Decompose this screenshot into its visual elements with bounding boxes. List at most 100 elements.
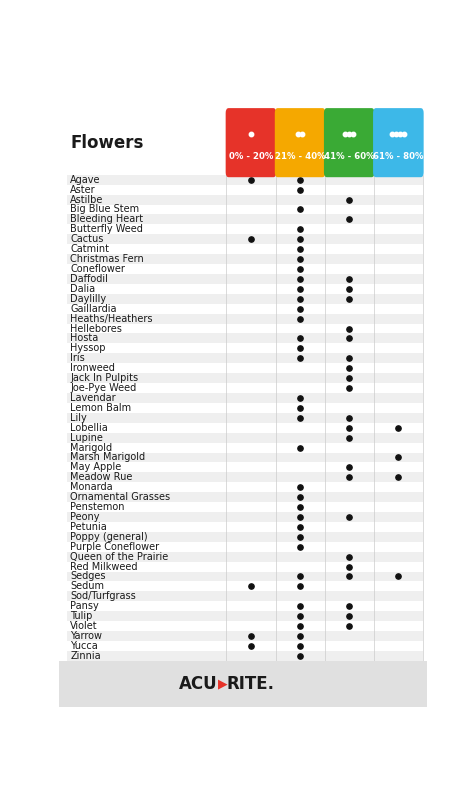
Text: Yucca: Yucca <box>70 641 98 651</box>
Text: Dalia: Dalia <box>70 283 95 294</box>
Bar <box>66 185 423 195</box>
Text: May Apple: May Apple <box>70 462 121 472</box>
Bar <box>66 422 423 433</box>
Bar <box>66 413 423 422</box>
Bar <box>66 373 423 383</box>
Bar <box>66 631 423 641</box>
Bar <box>66 294 423 304</box>
Bar <box>66 502 423 512</box>
Bar <box>66 274 423 284</box>
Text: Peony: Peony <box>70 512 100 522</box>
Bar <box>66 492 423 502</box>
Bar <box>66 472 423 482</box>
Bar <box>66 522 423 532</box>
Bar <box>66 205 423 214</box>
Bar <box>66 601 423 611</box>
Text: Ornamental Grasses: Ornamental Grasses <box>70 492 170 502</box>
Bar <box>66 314 423 323</box>
Bar <box>66 651 423 661</box>
Text: Marigold: Marigold <box>70 442 112 453</box>
Bar <box>66 214 423 225</box>
Bar <box>66 234 423 245</box>
Text: Aster: Aster <box>70 185 96 195</box>
Text: Ironweed: Ironweed <box>70 363 115 373</box>
FancyBboxPatch shape <box>324 108 374 177</box>
Text: Sod/Turfgrass: Sod/Turfgrass <box>70 592 136 601</box>
Text: Lobellia: Lobellia <box>70 422 108 433</box>
Bar <box>66 442 423 453</box>
Text: Tulip: Tulip <box>70 611 92 621</box>
Text: Pansy: Pansy <box>70 601 99 611</box>
Bar <box>66 195 423 205</box>
Bar <box>66 245 423 254</box>
Bar <box>66 433 423 442</box>
Text: Purple Coneflower: Purple Coneflower <box>70 542 159 552</box>
Bar <box>66 512 423 522</box>
Bar <box>66 641 423 651</box>
Text: Yarrow: Yarrow <box>70 631 102 641</box>
FancyBboxPatch shape <box>373 108 424 177</box>
Text: Sedum: Sedum <box>70 581 104 592</box>
Text: Lavendar: Lavendar <box>70 393 116 403</box>
Bar <box>66 323 423 333</box>
Bar <box>66 383 423 393</box>
Text: 21% - 40%: 21% - 40% <box>275 152 326 161</box>
Bar <box>66 343 423 353</box>
Text: Daylilly: Daylilly <box>70 294 106 304</box>
Bar <box>59 661 427 707</box>
Text: Red Milkweed: Red Milkweed <box>70 561 138 572</box>
Bar <box>66 304 423 314</box>
Text: Bleeding Heart: Bleeding Heart <box>70 214 144 225</box>
Text: Christmas Fern: Christmas Fern <box>70 254 144 264</box>
Bar <box>66 333 423 343</box>
Bar <box>66 225 423 234</box>
Text: Lupine: Lupine <box>70 433 103 442</box>
Text: ACU: ACU <box>179 675 217 693</box>
Text: Joe-Pye Weed: Joe-Pye Weed <box>70 383 137 393</box>
Text: Daffodil: Daffodil <box>70 274 108 284</box>
Bar <box>66 453 423 462</box>
Text: 61% - 80%: 61% - 80% <box>373 152 424 161</box>
Bar <box>66 581 423 592</box>
Text: Violet: Violet <box>70 621 98 631</box>
FancyBboxPatch shape <box>226 108 276 177</box>
Text: Hyssop: Hyssop <box>70 343 106 353</box>
FancyBboxPatch shape <box>275 108 325 177</box>
Bar <box>66 572 423 581</box>
Bar <box>66 532 423 542</box>
Text: Hellebores: Hellebores <box>70 323 122 333</box>
Text: Coneflower: Coneflower <box>70 264 125 274</box>
Text: Lemon Balm: Lemon Balm <box>70 403 131 413</box>
Bar <box>66 611 423 621</box>
Text: 0% - 20%: 0% - 20% <box>229 152 273 161</box>
Text: Hosta: Hosta <box>70 333 99 344</box>
Bar <box>66 462 423 472</box>
Bar <box>66 353 423 363</box>
Text: Catmint: Catmint <box>70 244 109 254</box>
Bar <box>66 363 423 373</box>
Bar <box>66 482 423 492</box>
Text: Cactus: Cactus <box>70 234 104 245</box>
Text: RITE.: RITE. <box>227 675 274 693</box>
Text: Butterfly Weed: Butterfly Weed <box>70 225 143 234</box>
Text: Iris: Iris <box>70 353 85 364</box>
Text: Petunia: Petunia <box>70 522 107 532</box>
Text: Flowers: Flowers <box>70 133 144 152</box>
Bar <box>66 552 423 561</box>
Bar <box>66 592 423 601</box>
Text: Marsh Marigold: Marsh Marigold <box>70 453 146 462</box>
Text: Zinnia: Zinnia <box>70 651 101 661</box>
Text: Sedges: Sedges <box>70 572 106 581</box>
Bar <box>66 254 423 264</box>
Text: Queen of the Prairie: Queen of the Prairie <box>70 552 169 561</box>
Text: Penstemon: Penstemon <box>70 502 125 512</box>
Text: 41% - 60%: 41% - 60% <box>324 152 374 161</box>
Bar <box>66 621 423 631</box>
Text: Jack In Pulpits: Jack In Pulpits <box>70 373 138 384</box>
Text: Meadow Rue: Meadow Rue <box>70 472 133 482</box>
Text: Monarda: Monarda <box>70 482 113 492</box>
Bar <box>66 542 423 552</box>
Bar <box>66 393 423 403</box>
Text: ▶: ▶ <box>218 677 228 691</box>
Bar <box>66 284 423 294</box>
